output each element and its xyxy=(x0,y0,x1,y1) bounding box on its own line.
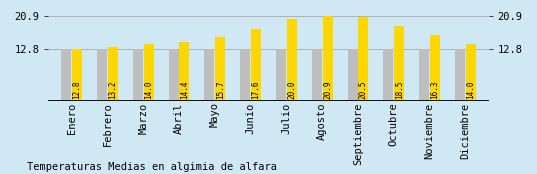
Bar xyxy=(215,37,225,101)
Bar xyxy=(97,49,107,101)
Bar xyxy=(72,49,82,101)
Bar xyxy=(133,49,143,101)
Bar xyxy=(466,44,476,101)
Text: 17.6: 17.6 xyxy=(251,80,260,99)
Bar xyxy=(205,49,214,101)
Text: 16.3: 16.3 xyxy=(431,80,439,99)
Bar xyxy=(61,49,71,101)
Text: 14.4: 14.4 xyxy=(180,80,189,99)
Bar xyxy=(323,16,332,101)
Text: 14.0: 14.0 xyxy=(466,80,475,99)
Text: 15.7: 15.7 xyxy=(216,80,224,99)
Bar xyxy=(108,47,118,101)
Text: 13.2: 13.2 xyxy=(108,80,117,99)
Text: 18.5: 18.5 xyxy=(395,80,404,99)
Bar xyxy=(358,17,368,101)
Bar xyxy=(240,49,250,101)
Text: Temperaturas Medias en algimia de alfara: Temperaturas Medias en algimia de alfara xyxy=(27,162,277,172)
Bar xyxy=(430,35,440,101)
Text: 20.9: 20.9 xyxy=(323,80,332,99)
Bar xyxy=(287,19,297,101)
Bar xyxy=(169,49,179,101)
Text: 14.0: 14.0 xyxy=(144,80,153,99)
Bar xyxy=(383,49,394,101)
Bar xyxy=(143,44,154,101)
Text: 12.8: 12.8 xyxy=(72,80,82,99)
Bar xyxy=(179,42,190,101)
Bar xyxy=(312,49,322,101)
Bar xyxy=(276,49,286,101)
Bar xyxy=(251,29,261,101)
Text: 20.0: 20.0 xyxy=(287,80,296,99)
Text: 20.5: 20.5 xyxy=(359,80,368,99)
Bar xyxy=(394,26,404,101)
Bar xyxy=(419,49,429,101)
Bar xyxy=(347,49,358,101)
Bar xyxy=(455,49,465,101)
